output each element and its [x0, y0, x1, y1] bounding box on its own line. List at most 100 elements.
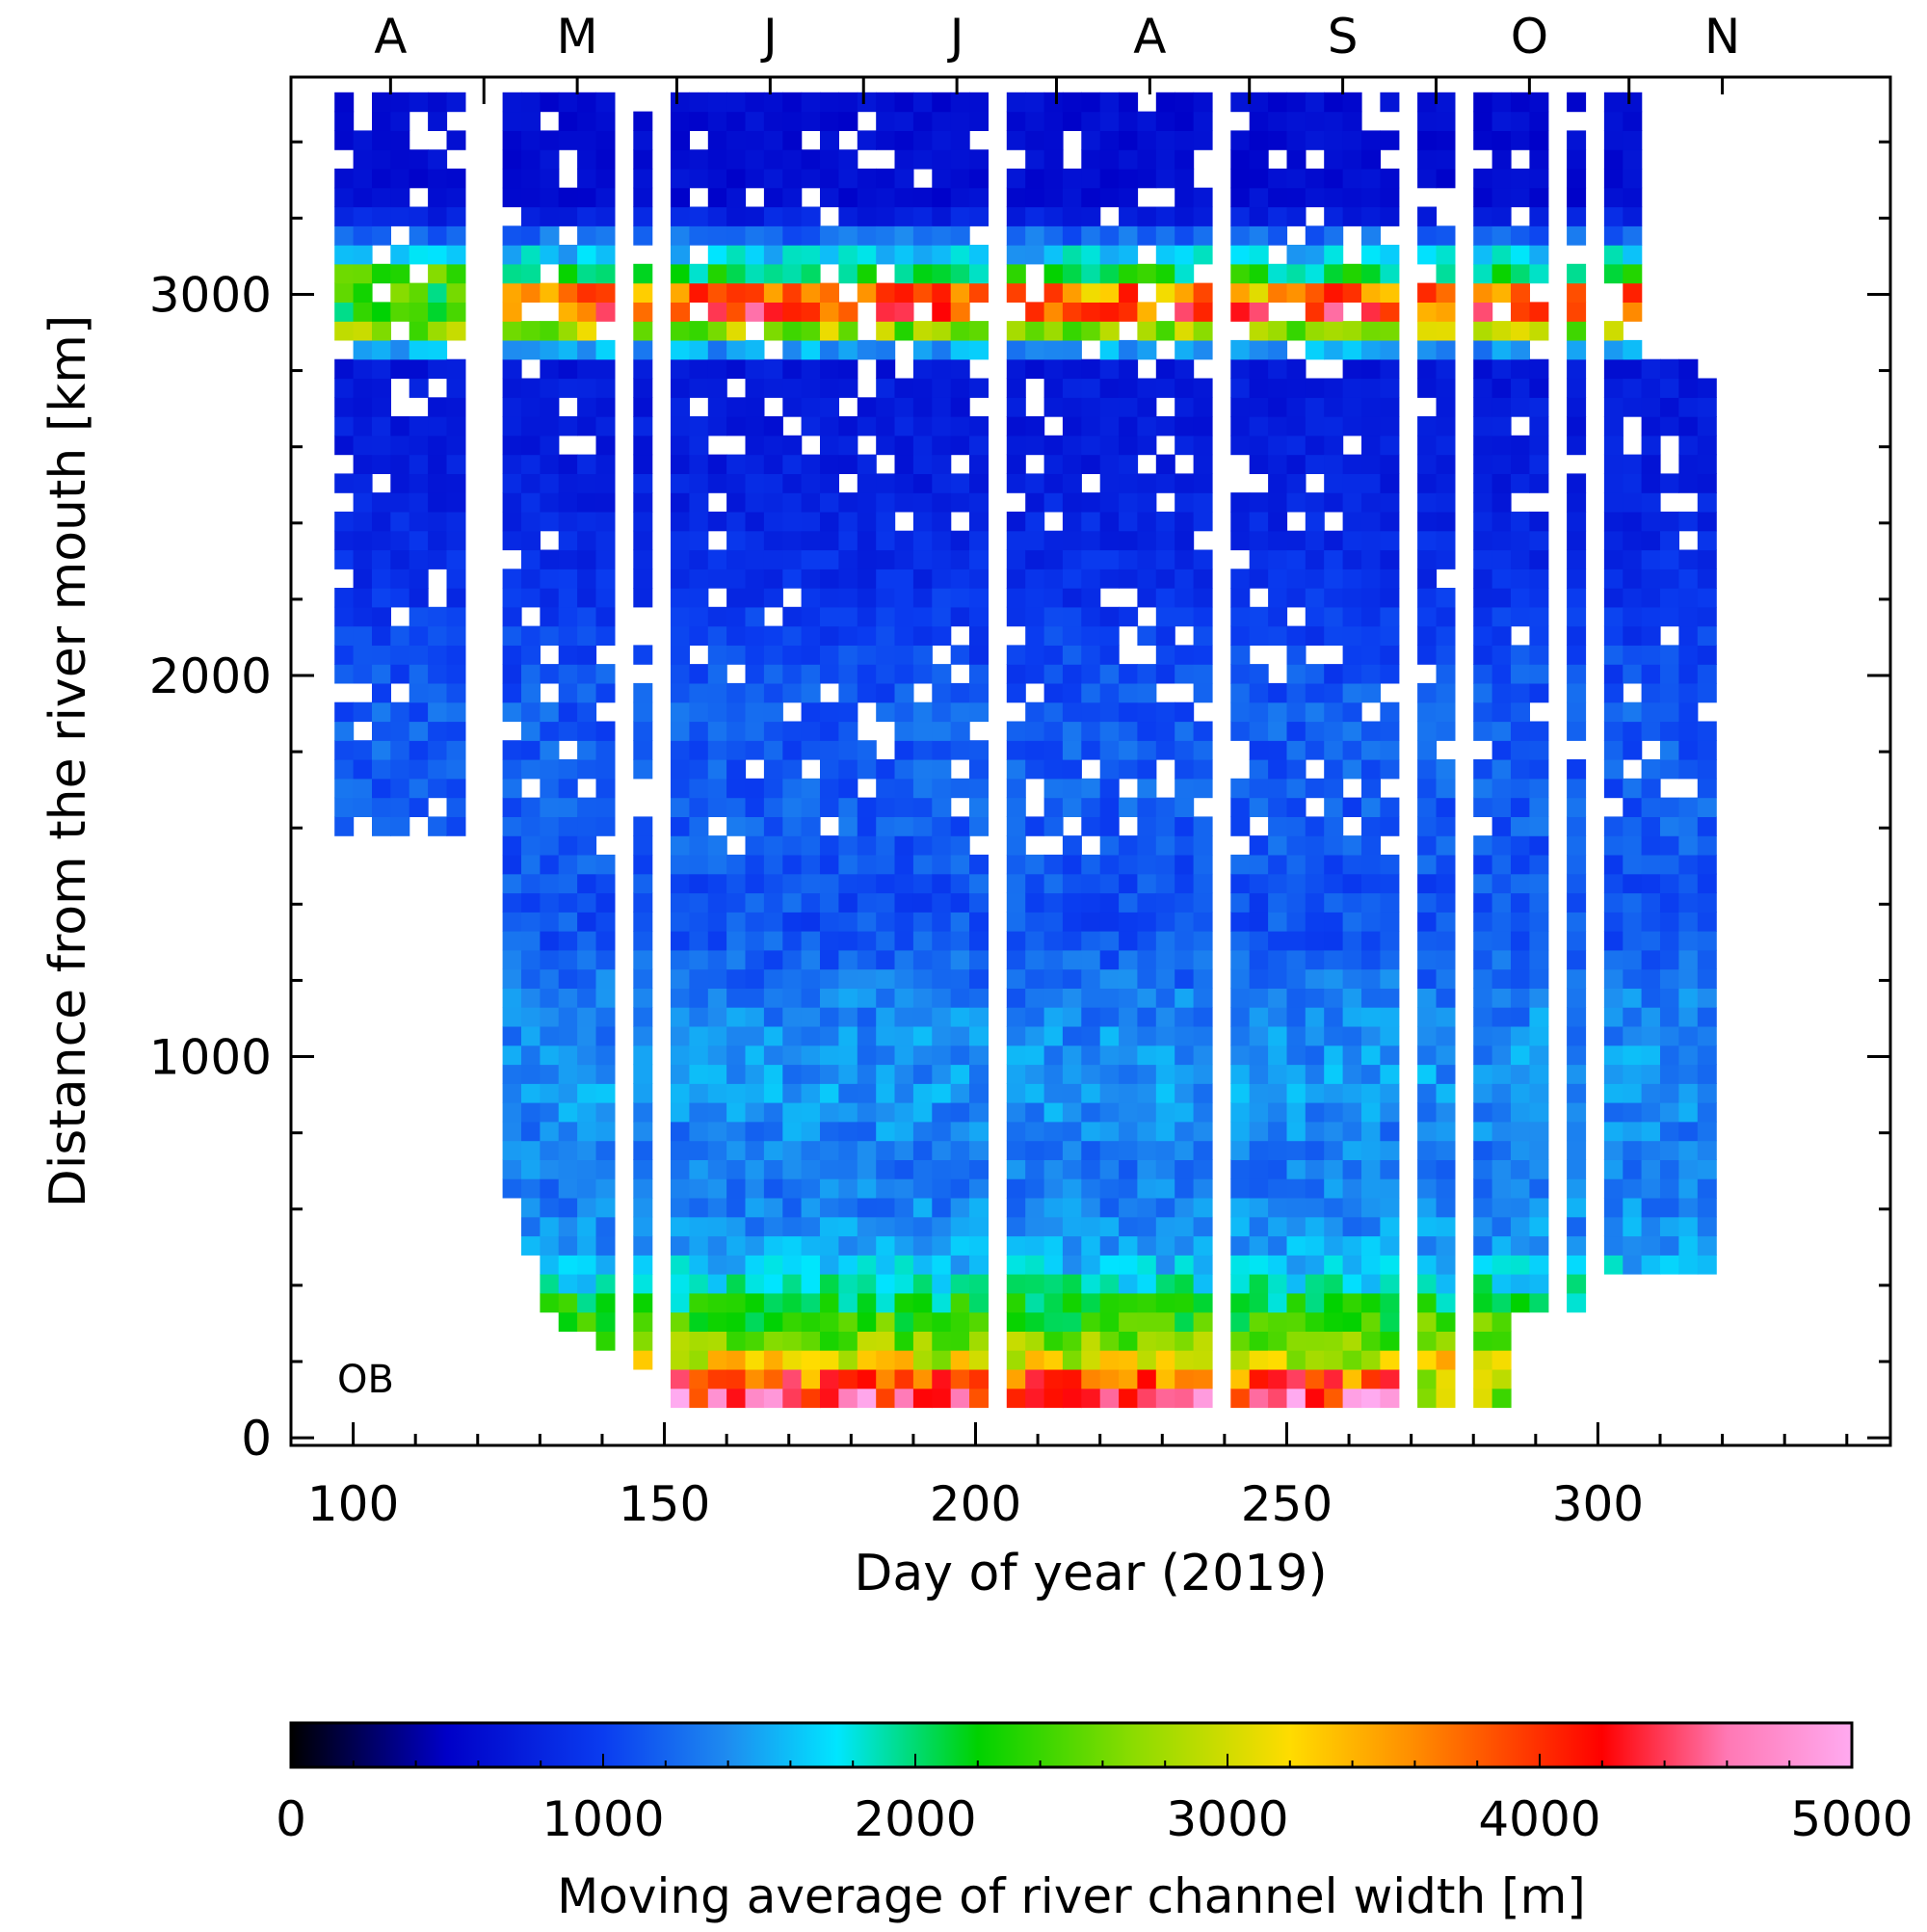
heatmap-cell [745, 682, 765, 703]
heatmap-cell [1660, 1216, 1679, 1237]
heatmap-cell [577, 1159, 597, 1179]
heatmap-cell [1342, 492, 1362, 513]
heatmap-cell [782, 988, 803, 1008]
heatmap-cell [745, 1140, 765, 1160]
heatmap-cell [1473, 949, 1493, 970]
heatmap-cell [1324, 1178, 1344, 1199]
heatmap-cell [1678, 1235, 1699, 1256]
heatmap-cell [1342, 168, 1362, 189]
heatmap-cell [577, 588, 597, 608]
heatmap-cell [1324, 206, 1344, 226]
heatmap-cell [671, 1368, 690, 1389]
heatmap-cell [1137, 1311, 1157, 1332]
heatmap-cell [1342, 1083, 1362, 1103]
heatmap-cell [1043, 1083, 1064, 1103]
heatmap-cell [1006, 1140, 1026, 1160]
heatmap-cell [1062, 1140, 1082, 1160]
heatmap-cell [1305, 816, 1325, 836]
heatmap-cell [1286, 569, 1307, 589]
heatmap-cell [1417, 1331, 1438, 1351]
heatmap-cell [1062, 92, 1082, 113]
heatmap-cell [820, 759, 839, 780]
heatmap-cell [801, 225, 821, 246]
heatmap-cell [372, 625, 391, 646]
heatmap-cell [502, 759, 522, 780]
heatmap-cell [1603, 530, 1623, 551]
heatmap-cell [1473, 168, 1493, 189]
heatmap-cell [633, 339, 653, 360]
heatmap-cell [1193, 569, 1213, 589]
heatmap-cell [521, 721, 541, 741]
heatmap-cell [1268, 1255, 1288, 1275]
heatmap-cell [763, 759, 783, 780]
heatmap-cell [1361, 873, 1381, 894]
heatmap-cell [1119, 1255, 1139, 1275]
heatmap-cell [894, 1331, 914, 1351]
heatmap-cell [1623, 1159, 1643, 1179]
heatmap-cell [912, 816, 933, 836]
heatmap-cell [1324, 854, 1344, 875]
x-tick-label: 250 [1241, 1476, 1333, 1532]
heatmap-cell [1193, 968, 1213, 989]
heatmap-cell [689, 473, 709, 493]
heatmap-cell [1511, 530, 1530, 551]
heatmap-cell [763, 1083, 783, 1103]
heatmap-cell [820, 949, 839, 970]
heatmap-cell [1175, 530, 1195, 551]
heatmap-cell [1641, 454, 1661, 474]
heatmap-cell [1268, 511, 1288, 532]
heatmap-cell [1623, 1121, 1643, 1142]
heatmap-cell [671, 1235, 690, 1256]
heatmap-cell [1361, 1140, 1381, 1160]
heatmap-cell [1324, 1121, 1344, 1142]
heatmap-cell [671, 1388, 690, 1409]
heatmap-cell [502, 588, 522, 608]
heatmap-cell [1473, 835, 1493, 856]
heatmap-cell [838, 1255, 858, 1275]
heatmap-cell [1268, 892, 1288, 913]
heatmap-cell [353, 492, 373, 513]
heatmap-cell [1043, 1121, 1064, 1142]
heatmap-cell [540, 949, 560, 970]
heatmap-cell [894, 1121, 914, 1142]
heatmap-cell [1081, 511, 1101, 532]
heatmap-cell [1305, 225, 1325, 246]
heatmap-cell [1119, 682, 1139, 703]
heatmap-cell [1603, 912, 1623, 932]
heatmap-cell [372, 606, 391, 627]
heatmap-cell [689, 549, 709, 569]
heatmap-cell [540, 473, 560, 493]
heatmap-cell [1361, 321, 1381, 341]
heatmap-cell [969, 1007, 989, 1027]
heatmap-cell [1342, 358, 1362, 380]
heatmap-cell [1119, 1197, 1139, 1218]
heatmap-cell [428, 682, 448, 703]
heatmap-cell [1678, 511, 1699, 532]
heatmap-cell [1529, 263, 1549, 284]
heatmap-cell [428, 530, 448, 551]
heatmap-cell [1380, 606, 1400, 627]
heatmap-cell [1062, 740, 1082, 760]
heatmap-cell [1193, 1159, 1213, 1179]
heatmap-cell [1286, 1102, 1307, 1123]
heatmap-cell [1436, 645, 1456, 665]
heatmap-cell [595, 206, 616, 226]
heatmap-cell [1249, 530, 1269, 551]
heatmap-cell [1268, 1388, 1288, 1409]
heatmap-cell [1473, 1274, 1493, 1294]
heatmap-cell [689, 759, 709, 780]
heatmap-cell [1603, 263, 1623, 284]
heatmap-cell [1249, 1368, 1269, 1389]
heatmap-cell [1025, 1235, 1045, 1256]
heatmap-cell [838, 1235, 858, 1256]
heatmap-cell [1286, 1216, 1307, 1237]
heatmap-cell [1660, 949, 1679, 970]
heatmap-cell [1511, 1216, 1530, 1237]
heatmap-cell [894, 892, 914, 913]
heatmap-cell [1697, 397, 1717, 417]
heatmap-cell [1623, 1102, 1643, 1123]
heatmap-cell [521, 206, 541, 226]
heatmap-cell [876, 1045, 896, 1066]
heatmap-cell [1286, 378, 1307, 398]
heatmap-cell [801, 378, 821, 398]
